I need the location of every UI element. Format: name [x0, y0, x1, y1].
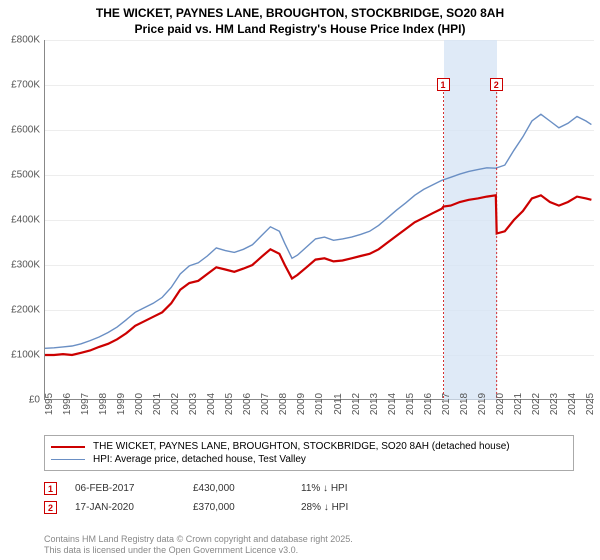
x-tick-label: 2008 [278, 393, 289, 415]
x-tick-label: 2025 [585, 393, 596, 415]
x-tick-label: 1997 [80, 393, 91, 415]
x-tick-label: 2006 [242, 393, 253, 415]
sale-hpi-delta: 11% ↓ HPI [301, 483, 421, 494]
legend-swatch-price-paid [51, 446, 85, 448]
x-tick-label: 2009 [296, 393, 307, 415]
legend-row: HPI: Average price, detached house, Test… [51, 453, 567, 466]
sale-price: £370,000 [193, 502, 283, 513]
x-tick-label: 2023 [549, 393, 560, 415]
series-price_paid [45, 195, 591, 355]
legend-box: THE WICKET, PAYNES LANE, BROUGHTON, STOC… [44, 435, 574, 471]
sales-row: 2 17-JAN-2020 £370,000 28% ↓ HPI [44, 498, 574, 517]
x-tick-label: 2003 [188, 393, 199, 415]
title-line-1: THE WICKET, PAYNES LANE, BROUGHTON, STOC… [10, 6, 590, 22]
x-tick-label: 2022 [531, 393, 542, 415]
x-tick-label: 2018 [459, 393, 470, 415]
x-tick-label: 2021 [513, 393, 524, 415]
x-tick-label: 2013 [369, 393, 380, 415]
sale-hpi-delta: 28% ↓ HPI [301, 502, 421, 513]
x-tick-label: 1996 [62, 393, 73, 415]
y-tick-label: £800K [0, 35, 40, 46]
sale-date: 06-FEB-2017 [75, 483, 175, 494]
y-tick-label: £700K [0, 80, 40, 91]
sale-date: 17-JAN-2020 [75, 502, 175, 513]
footer-attribution: Contains HM Land Registry data © Crown c… [44, 534, 353, 557]
x-tick-label: 2012 [351, 393, 362, 415]
sale-number-badge: 1 [44, 482, 57, 495]
x-tick-label: 2011 [333, 393, 344, 415]
chart-area: £0£100K£200K£300K£400K£500K£600K£700K£80… [0, 40, 600, 428]
legend-swatch-hpi [51, 459, 85, 460]
x-tick-label: 2019 [477, 393, 488, 415]
legend-label: HPI: Average price, detached house, Test… [93, 454, 306, 465]
sale-marker-flag: 1 [437, 78, 450, 91]
y-tick-label: £0 [0, 395, 40, 406]
x-tick-label: 2007 [260, 393, 271, 415]
x-tick-label: 1995 [44, 393, 55, 415]
y-tick-label: £300K [0, 260, 40, 271]
x-tick-label: 2020 [495, 393, 506, 415]
x-tick-label: 2017 [441, 393, 452, 415]
x-tick-label: 2004 [206, 393, 217, 415]
sale-number-badge: 2 [44, 501, 57, 514]
footer-line-2: This data is licensed under the Open Gov… [44, 545, 353, 556]
x-tick-label: 2000 [134, 393, 145, 415]
sales-row: 1 06-FEB-2017 £430,000 11% ↓ HPI [44, 479, 574, 498]
series-hpi [45, 114, 591, 348]
x-tick-label: 2010 [314, 393, 325, 415]
x-tick-label: 1999 [116, 393, 127, 415]
sale-marker-flag: 2 [490, 78, 503, 91]
title-line-2: Price paid vs. HM Land Registry's House … [10, 22, 590, 38]
y-tick-label: £100K [0, 350, 40, 361]
x-tick-label: 2002 [170, 393, 181, 415]
x-tick-label: 2016 [423, 393, 434, 415]
chart-container: THE WICKET, PAYNES LANE, BROUGHTON, STOC… [0, 0, 600, 560]
x-tick-label: 2005 [224, 393, 235, 415]
x-tick-label: 2024 [567, 393, 578, 415]
line-series-svg [45, 40, 595, 400]
sale-price: £430,000 [193, 483, 283, 494]
plot-region: 12 [44, 40, 594, 400]
x-tick-label: 2014 [387, 393, 398, 415]
sales-table: 1 06-FEB-2017 £430,000 11% ↓ HPI 2 17-JA… [44, 479, 574, 517]
y-tick-label: £200K [0, 305, 40, 316]
y-tick-label: £400K [0, 215, 40, 226]
footer-line-1: Contains HM Land Registry data © Crown c… [44, 534, 353, 545]
x-tick-label: 1998 [98, 393, 109, 415]
x-tick-label: 2015 [405, 393, 416, 415]
title-block: THE WICKET, PAYNES LANE, BROUGHTON, STOC… [0, 0, 600, 41]
x-tick-label: 2001 [152, 393, 163, 415]
legend-row: THE WICKET, PAYNES LANE, BROUGHTON, STOC… [51, 440, 567, 453]
y-tick-label: £500K [0, 170, 40, 181]
y-tick-label: £600K [0, 125, 40, 136]
legend-label: THE WICKET, PAYNES LANE, BROUGHTON, STOC… [93, 441, 510, 452]
